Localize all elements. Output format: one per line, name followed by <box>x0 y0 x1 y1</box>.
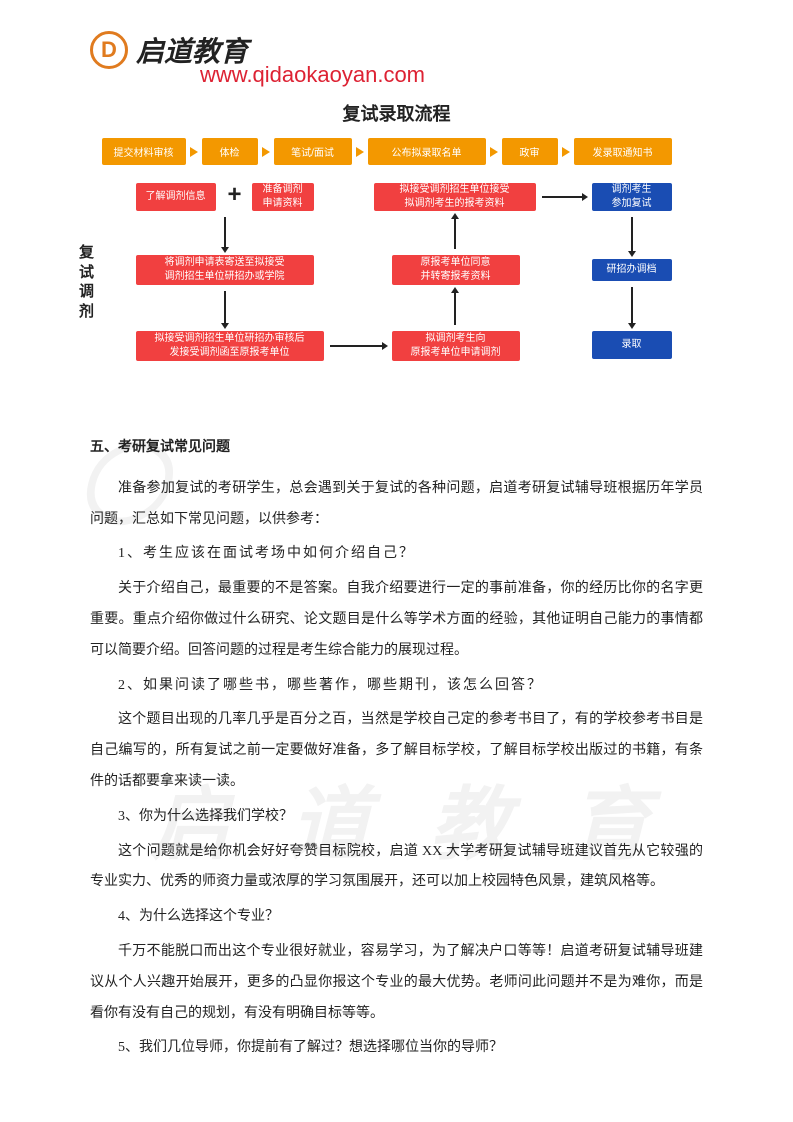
arrow-icon <box>190 147 198 157</box>
box-retest: 调剂考生参加复试 <box>592 183 672 211</box>
arrow-icon <box>562 147 570 157</box>
flowchart-top-row: 提交材料审核 体检 笔试/面试 公布拟录取名单 政审 发录取通知书 <box>102 138 692 165</box>
question-4: 4、为什么选择这个专业？ <box>90 902 703 933</box>
plus-icon: + <box>228 181 242 209</box>
flowchart-title: 复试录取流程 <box>0 100 793 126</box>
body-content: 五、考研复试常见问题 准备参加复试的考研学生，总会遇到关于复试的各种问题，启道考… <box>0 403 793 1064</box>
site-url: www.qidaokaoyan.com <box>200 62 793 88</box>
arrow-icon <box>631 287 633 323</box>
arrow-icon <box>262 147 270 157</box>
flowchart: 提交材料审核 体检 笔试/面试 公布拟录取名单 政审 发录取通知书 复试调剂 了… <box>102 138 692 393</box>
arrow-icon <box>542 196 582 198</box>
box-review-send: 拟接受调剂招生单位研招办审核后发接受调剂函至原报考单位 <box>136 331 324 361</box>
section-heading: 五、考研复试常见问题 <box>90 433 703 464</box>
logo-icon: D <box>90 31 128 69</box>
question-1: 1、考生应该在面试考场中如何介绍自己？ <box>90 539 703 570</box>
answer-2: 这个题目出现的几率几乎是百分之百，当然是学校自己定的参考书目了，有的学校参考书目… <box>90 705 703 797</box>
box-file: 研招办调档 <box>592 259 672 281</box>
box-apply-transfer: 拟调剂考生向原报考单位申请调剂 <box>392 331 520 361</box>
answer-3: 这个问题就是给你机会好好夸赞目标院校，启道 XX 大学考研复试辅导班建议首先从它… <box>90 837 703 899</box>
arrow-icon <box>490 147 498 157</box>
arrow-icon <box>330 345 382 347</box>
box-accept-material: 拟接受调剂招生单位接受拟调剂考生的报考资料 <box>374 183 536 211</box>
box-prepare: 准备调剂申请资料 <box>252 183 314 211</box>
step-submit: 提交材料审核 <box>102 138 186 165</box>
answer-1: 关于介绍自己，最重要的不是答案。自我介绍要进行一定的事前准备，你的经历比你的名字… <box>90 574 703 666</box>
box-send-app: 将调剂申请表寄送至拟接受调剂招生单位研招办或学院 <box>136 255 314 285</box>
box-admit: 录取 <box>592 331 672 359</box>
header: D 启道教育 <box>0 0 793 70</box>
step-physical: 体检 <box>202 138 258 165</box>
step-exam: 笔试/面试 <box>274 138 352 165</box>
answer-4: 千万不能脱口而出这个专业很好就业，容易学习，为了解决户口等等！启道考研复试辅导班… <box>90 937 703 1029</box>
question-5: 5、我们几位导师，你提前有了解过？想选择哪位当你的导师？ <box>90 1033 703 1064</box>
arrow-icon <box>631 217 633 251</box>
question-3: 3、你为什么选择我们学校？ <box>90 802 703 833</box>
arrow-icon <box>356 147 364 157</box>
intro-paragraph: 准备参加复试的考研学生，总会遇到关于复试的各种问题，启道考研复试辅导班根据历年学… <box>90 474 703 536</box>
flowchart-diagram: 复试调剂 了解调剂信息 + 准备调剂申请资料 拟接受调剂招生单位接受拟调剂考生的… <box>102 183 692 393</box>
box-original-agree: 原报考单位同意并转寄报考资料 <box>392 255 520 285</box>
box-learn-info: 了解调剂信息 <box>136 183 216 211</box>
step-notice: 发录取通知书 <box>574 138 672 165</box>
arrow-icon <box>454 293 456 325</box>
step-publish: 公布拟录取名单 <box>368 138 486 165</box>
question-2: 2、如果问读了哪些书，哪些著作，哪些期刊，该怎么回答？ <box>90 671 703 702</box>
flowchart-side-label: 复试调剂 <box>78 243 96 321</box>
arrow-icon <box>224 291 226 323</box>
arrow-icon <box>454 219 456 249</box>
arrow-icon <box>224 217 226 247</box>
step-political: 政审 <box>502 138 558 165</box>
